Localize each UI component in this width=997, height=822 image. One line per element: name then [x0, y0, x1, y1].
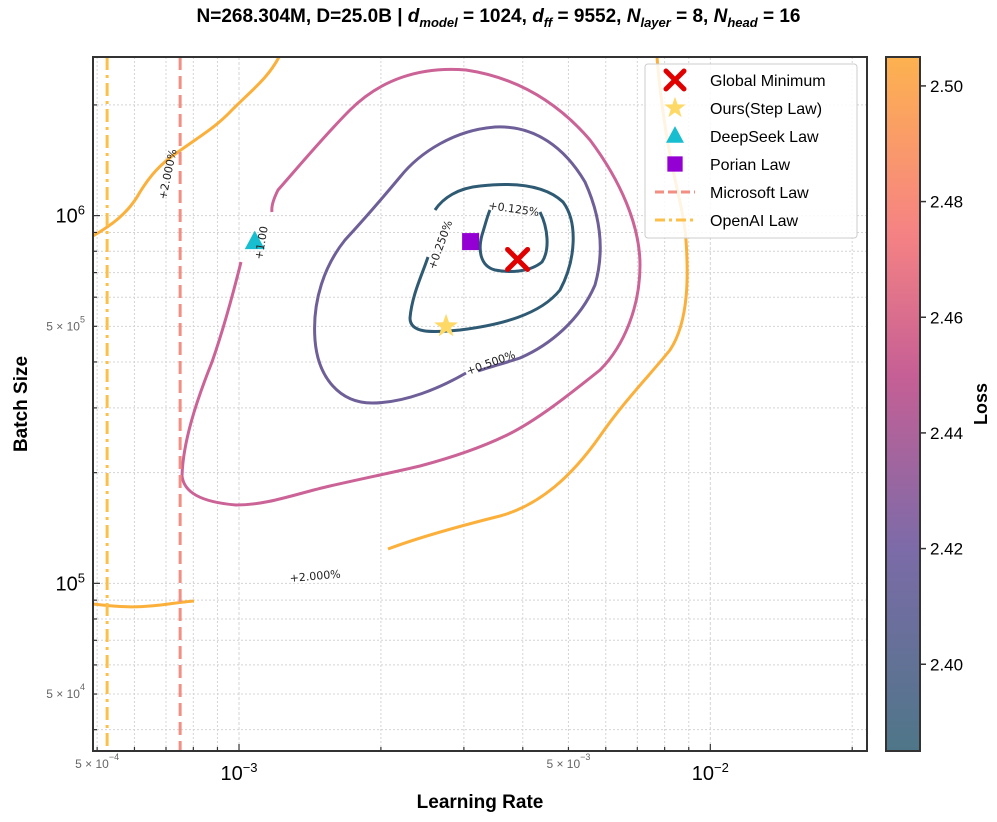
y-tick-label: 106 — [56, 203, 85, 228]
legend-label: Microsoft Law — [710, 185, 809, 202]
contour-label-0-5: +0.500% — [465, 348, 518, 378]
legend-item: Microsoft Law — [655, 185, 809, 202]
contour-label-2-bottom: +2.000% — [289, 568, 341, 585]
legend-item: Porian Law — [667, 156, 790, 174]
marker-layer — [244, 230, 531, 337]
x-axis-label: Learning Rate — [417, 792, 544, 813]
x-tick-label-minor: 5 × 10−4 — [75, 752, 119, 771]
plot-frame — [92, 56, 868, 752]
contour-2pct-right — [387, 57, 689, 551]
legend-swatch — [663, 68, 687, 92]
colorbar-label: Loss — [971, 383, 991, 425]
y-tick-label-minor: 5 × 105 — [46, 314, 85, 333]
contour-label-1: +1.00 — [252, 225, 271, 260]
colorbar-tick-label: 2.50 — [930, 77, 963, 96]
colorbar-tick-label: 2.42 — [930, 540, 963, 559]
x-tick-label: 10−2 — [692, 760, 729, 785]
legend-item: OpenAI Law — [655, 213, 799, 230]
chart-title: N=268.304M, D=25.0B | dmodel = 1024, dff… — [196, 6, 801, 30]
legend-box — [644, 63, 858, 239]
y-tick-label-minor: 5 × 104 — [46, 682, 85, 701]
y-tick-label: 105 — [56, 570, 85, 595]
contour-2pct-upper-left — [93, 57, 281, 238]
contour-0-5pct — [313, 125, 602, 405]
legend-item: Ours(Step Law) — [664, 96, 822, 118]
axis-ticks: 10−3 10−2 5 × 10−4 5 × 10−3 105 106 5 × 104 5 ×… — [46, 104, 853, 785]
legend-swatch — [667, 156, 683, 172]
contour-label-0-25: +0.250% — [426, 218, 456, 271]
porian-law-marker — [462, 233, 480, 251]
contour-label-2-left: +2.000% — [156, 148, 179, 201]
colorbar-tick-label: 2.40 — [930, 655, 963, 674]
legend-label: Global Minimum — [710, 73, 826, 90]
contour-0-25pct — [408, 182, 575, 334]
legend-label: OpenAI Law — [710, 213, 799, 230]
legend-label: Porian Law — [710, 157, 790, 174]
colorbar-fill — [885, 56, 921, 752]
colorbar-tick-label: 2.44 — [930, 424, 963, 443]
x-tick-label: 10−3 — [220, 760, 257, 785]
colorbar: 2.40 2.42 2.44 2.46 2.48 2.50 Loss — [885, 56, 991, 752]
colorbar-tick-label: 2.48 — [930, 193, 963, 212]
legend: Global Minimum Ours(Step Law) DeepSeek Law… — [644, 63, 858, 239]
x-tick-label-minor: 5 × 10−3 — [546, 752, 590, 771]
deepseek-law-marker — [244, 230, 265, 250]
legend-label: Ours(Step Law) — [710, 101, 822, 118]
legend-item: DeepSeek Law — [666, 126, 819, 146]
y-axis-label: Batch Size — [11, 356, 32, 452]
legend-item: Global Minimum — [663, 68, 826, 92]
contour-0-125pct — [478, 209, 549, 273]
global-minimum-marker — [505, 246, 531, 272]
contour-1pct — [180, 67, 642, 507]
legend-swatch — [664, 96, 686, 118]
colorbar-tick-label: 2.46 — [930, 308, 963, 327]
legend-label: DeepSeek Law — [710, 129, 819, 146]
legend-swatch — [666, 126, 684, 143]
ours-step-law-marker — [434, 313, 458, 337]
